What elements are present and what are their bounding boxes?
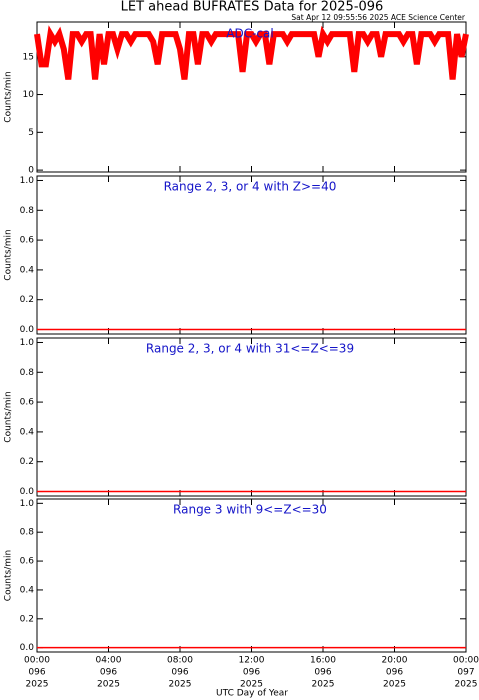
x-tick-label: 16:00 bbox=[310, 656, 336, 666]
y-tick-label: 0.6 bbox=[20, 557, 35, 567]
data-line bbox=[34, 25, 469, 80]
y-tick-label: 15 bbox=[23, 52, 34, 62]
x-tick-label: 20:00 bbox=[382, 656, 408, 666]
y-tick-label: 10 bbox=[23, 90, 35, 100]
chart-subtitle: Sat Apr 12 09:55:56 2025 ACE Science Cen… bbox=[291, 13, 465, 22]
x-tick-label: 2025 bbox=[97, 680, 120, 690]
y-tick-label: 0.0 bbox=[20, 325, 35, 335]
y-tick-label: 1.0 bbox=[20, 338, 35, 348]
y-tick-label: 0.0 bbox=[20, 487, 35, 497]
y-tick-label: 0.6 bbox=[20, 236, 35, 246]
y-tick-label: 0.2 bbox=[20, 295, 34, 305]
y-axis-label: Counts/min bbox=[4, 550, 14, 601]
x-tick-label: 2025 bbox=[383, 680, 406, 690]
x-tick-label: 00:00 bbox=[453, 656, 479, 666]
panel-annotation: Range 2, 3, or 4 with Z>=40 bbox=[164, 180, 337, 194]
y-tick-label: 0.4 bbox=[20, 265, 35, 275]
x-axis-label: UTC Day of Year bbox=[216, 689, 288, 699]
plot-frame bbox=[36, 337, 467, 497]
y-tick-label: 1.0 bbox=[20, 499, 35, 509]
y-tick-label: 0.0 bbox=[20, 643, 35, 653]
plot-frame bbox=[36, 498, 467, 653]
y-axis-label: Counts/min bbox=[4, 229, 14, 280]
x-tick-label: 096 bbox=[314, 668, 331, 678]
y-tick-label: 5 bbox=[28, 128, 34, 138]
x-tick-label: 2025 bbox=[455, 680, 478, 690]
x-tick-label: 2025 bbox=[240, 680, 263, 690]
panel-annotation: Range 2, 3, or 4 with 31<=Z<=39 bbox=[146, 342, 354, 356]
x-tick-label: 096 bbox=[28, 668, 45, 678]
y-axis-label: Counts/min bbox=[4, 391, 14, 442]
y-tick-label: 0.8 bbox=[20, 528, 35, 538]
y-tick-label: 0.2 bbox=[20, 614, 34, 624]
x-tick-label: 04:00 bbox=[96, 656, 122, 666]
y-tick-label: 0.4 bbox=[20, 427, 35, 437]
x-tick-label: 12:00 bbox=[239, 656, 265, 666]
y-axis-label: Counts/min bbox=[4, 71, 14, 122]
x-tick-label: 2025 bbox=[169, 680, 192, 690]
panel-annotation: Range 3 with 9<=Z<=30 bbox=[173, 503, 327, 517]
x-tick-label: 00:00 bbox=[24, 656, 50, 666]
y-tick-label: 0.6 bbox=[20, 398, 35, 408]
x-tick-label: 2025 bbox=[26, 680, 49, 690]
x-tick-label: 097 bbox=[457, 668, 474, 678]
y-tick-label: 1.0 bbox=[20, 176, 35, 186]
x-tick-label: 08:00 bbox=[167, 656, 193, 666]
y-tick-label: 0.8 bbox=[20, 368, 35, 378]
x-tick-label: 096 bbox=[100, 668, 117, 678]
y-tick-label: 0.4 bbox=[20, 585, 35, 595]
x-tick-label: 096 bbox=[171, 668, 188, 678]
x-tick-label: 2025 bbox=[312, 680, 335, 690]
y-tick-label: 0.2 bbox=[20, 457, 34, 467]
x-tick-label: 096 bbox=[243, 668, 260, 678]
plot-frame bbox=[36, 175, 467, 335]
y-tick-label: 0 bbox=[28, 166, 34, 176]
panel-annotation: ADC-cal bbox=[226, 27, 273, 41]
y-tick-label: 0.8 bbox=[20, 206, 35, 216]
x-tick-label: 096 bbox=[386, 668, 403, 678]
chart-title: LET ahead BUFRATES Data for 2025-096 bbox=[121, 0, 384, 15]
